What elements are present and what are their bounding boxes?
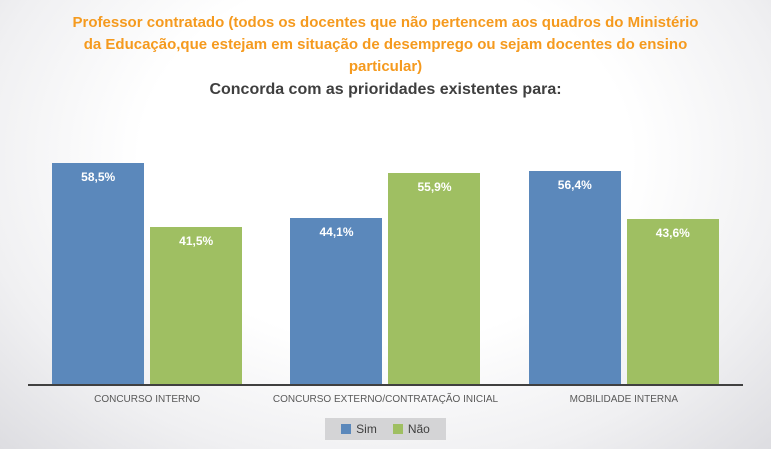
legend-swatch-sim [341, 424, 352, 434]
bar-não-1: 55,9% [388, 173, 481, 384]
category-axis: CONCURSO INTERNO CONCURSO EXTERNO/CONTRAT… [28, 394, 743, 405]
bar-não-0: 41,5% [150, 227, 243, 384]
legend-item-nao: Não [392, 422, 430, 436]
bar-value-label: 44,1% [319, 224, 354, 239]
legend-label-sim: Sim [356, 422, 377, 436]
legend-swatch-nao [392, 424, 403, 434]
category-label-0: CONCURSO INTERNO [94, 394, 201, 405]
legend: Sim Não [325, 418, 446, 440]
bar-group-0: 58,5% 41,5% [28, 150, 266, 384]
legend-wrap: Sim Não [0, 418, 771, 440]
bars-row: 58,5% 41,5% 44,1% 55,9% 56,4% 43,6% [28, 150, 743, 384]
bar-sim-1: 44,1% [290, 217, 383, 384]
chart-subtitle: Concorda com as prioridades existentes p… [209, 81, 562, 99]
category-label-2: MOBILIDADE INTERNA [569, 394, 678, 405]
legend-label-nao: Não [407, 422, 430, 436]
bar-value-label: 41,5% [179, 234, 214, 249]
bar-value-label: 55,9% [417, 180, 452, 195]
legend-item-sim: Sim [341, 422, 377, 436]
bar-não-2: 43,6% [626, 219, 719, 384]
bar-group-1: 44,1% 55,9% [266, 150, 504, 384]
bar-group-2: 56,4% 43,6% [505, 150, 743, 384]
chart-title: Professor contratado (todos os docentes … [72, 14, 699, 75]
bar-value-label: 56,4% [557, 178, 592, 193]
plot-area: 58,5% 41,5% 44,1% 55,9% 56,4% 43,6% CONCURSO … [28, 150, 743, 405]
category-label-1: CONCURSO EXTERNO/CONTRATAÇÃO INICIAL [272, 394, 499, 405]
bar-value-label: 58,5% [81, 170, 116, 185]
bar-sim-0: 58,5% [52, 163, 145, 384]
bar-value-label: 43,6% [655, 226, 690, 241]
bar-sim-2: 56,4% [528, 171, 621, 384]
x-axis-line [28, 384, 743, 386]
